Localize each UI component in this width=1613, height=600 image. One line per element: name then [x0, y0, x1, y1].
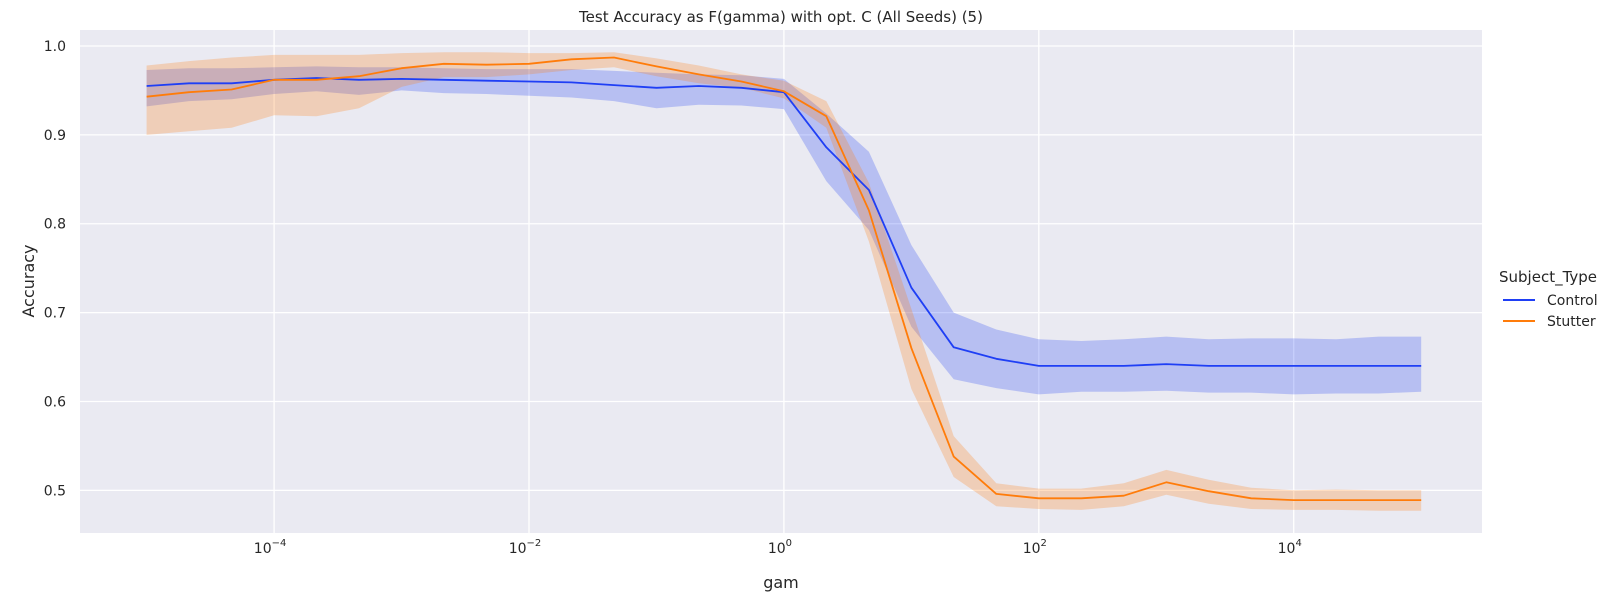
x-tick-label-4: 104	[1278, 538, 1302, 557]
legend: Subject_Type Control Stutter	[1499, 268, 1598, 330]
x-tick-label-1: 10−2	[509, 538, 542, 557]
plot-area	[80, 30, 1482, 533]
legend-label-stutter: Stutter	[1547, 314, 1596, 330]
x-tick-label-3: 102	[1023, 538, 1047, 557]
legend-title: Subject_Type	[1499, 268, 1597, 287]
line-stutter	[146, 56, 1422, 502]
legend-label-control: Control	[1547, 293, 1598, 309]
x-axis-label: gam	[763, 573, 799, 592]
y-tick-label-1: 0.6	[44, 394, 66, 410]
band-stutter	[146, 52, 1422, 511]
y-tick-label-0: 0.5	[44, 483, 66, 499]
x-axis-ticks: 10−4 10−2 100 102 104	[254, 538, 1302, 557]
y-axis-label: Accuracy	[19, 244, 38, 317]
grid-lines	[80, 30, 1482, 533]
y-axis-ticks: 0.5 0.6 0.7 0.8 0.9 1.0	[44, 39, 66, 499]
band-control	[146, 66, 1422, 395]
y-tick-label-4: 0.9	[44, 128, 66, 144]
chart-title: Test Accuracy as F(gamma) with opt. C (A…	[578, 8, 983, 26]
y-tick-label-5: 1.0	[44, 39, 66, 55]
series-lines	[146, 56, 1422, 502]
confidence-bands	[146, 52, 1422, 511]
y-tick-label-3: 0.8	[44, 217, 66, 233]
x-tick-label-2: 100	[768, 538, 792, 557]
x-tick-label-0: 10−4	[254, 538, 287, 557]
y-tick-label-2: 0.7	[44, 306, 66, 322]
